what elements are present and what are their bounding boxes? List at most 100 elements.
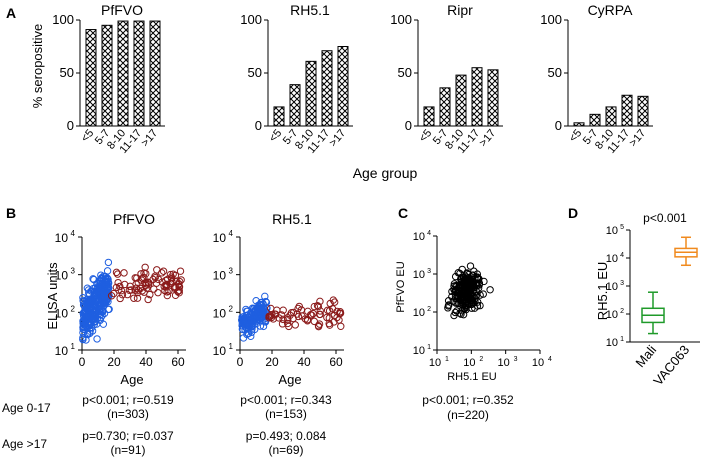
x-tick-label: 60	[329, 355, 343, 369]
x-tick-label: 10	[463, 357, 475, 369]
panel-b2-xlabel: Age	[278, 372, 301, 387]
x-tick-label: 0	[79, 355, 86, 369]
scatter-point	[261, 292, 269, 301]
y-tick-label: 10	[413, 231, 425, 243]
series-stat: p<0.001; r=0.519	[82, 393, 174, 407]
x-tick-label: 40	[297, 355, 311, 369]
y-tick-label: 50	[248, 65, 262, 80]
y-tick-label: 10	[55, 269, 69, 283]
scatter-point	[289, 308, 298, 317]
bar	[85, 29, 97, 127]
scatter-point	[450, 285, 458, 294]
series-n: (n=153)	[265, 407, 307, 421]
scatter-point	[469, 281, 478, 290]
panel-a-ylabel: % seropositive	[30, 24, 45, 109]
y-tick-label: 10	[413, 269, 425, 281]
scatter-point	[118, 291, 127, 299]
scatter-point	[261, 317, 269, 326]
bar	[133, 20, 145, 127]
scatter-point	[84, 286, 93, 294]
series-stat: p<0.001; r=0.343	[240, 393, 332, 407]
panel-c-stat: p<0.001; r=0.352	[422, 393, 514, 407]
scatter-point	[84, 300, 93, 308]
scatter-point	[473, 281, 481, 289]
y-tick-label: 10	[606, 253, 618, 265]
y-tick-label: 10	[213, 344, 227, 358]
y-tick-label: 10	[413, 307, 425, 319]
scatter-point	[85, 304, 93, 312]
scatter-point	[112, 268, 121, 277]
scatter-point	[466, 262, 475, 270]
y-tick-exponent: 4	[427, 230, 431, 237]
scatter-point	[278, 320, 287, 328]
x-tick-exponent: 2	[479, 356, 483, 363]
panel-label-d: D	[568, 205, 578, 221]
scatter-point	[462, 302, 470, 310]
scatter-point	[450, 282, 458, 290]
scatter-point	[120, 269, 128, 277]
bar	[605, 106, 617, 127]
scatter-point	[141, 281, 150, 290]
panel-c-n: (n=220)	[447, 408, 489, 422]
y-tick-exponent: 4	[71, 229, 76, 238]
bar	[321, 50, 333, 127]
x-tick-label: 60	[171, 355, 185, 369]
scatter-point	[337, 322, 345, 330]
y-tick-label: 50	[548, 65, 562, 80]
x-tick-label: <5	[267, 127, 284, 144]
y-tick-exponent: 2	[229, 304, 234, 313]
series-n: (n=69)	[268, 443, 303, 457]
scatter-point	[99, 272, 108, 281]
scatter-point	[476, 301, 484, 310]
scatter-point	[453, 307, 461, 315]
scatter-point	[464, 290, 473, 298]
y-tick-label: 100	[540, 12, 562, 27]
scatter-point	[238, 313, 246, 321]
scatter-point	[115, 286, 123, 294]
scatter-point	[86, 329, 94, 338]
scatter-point	[85, 309, 94, 317]
x-tick-label: <5	[79, 127, 96, 144]
scatter-point	[110, 289, 118, 298]
y-tick-label: 0	[255, 118, 262, 133]
bar	[637, 95, 649, 127]
scatter-point	[250, 325, 259, 334]
x-tick-label: >17	[327, 127, 348, 149]
scatter-point	[175, 277, 184, 286]
scatter-point	[336, 309, 344, 318]
scatter-point	[133, 274, 141, 282]
scatter-point	[457, 275, 466, 283]
scatter-point	[130, 294, 138, 302]
scatter-point	[247, 332, 255, 341]
scatter-point	[316, 297, 324, 306]
scatter-point	[83, 295, 91, 304]
scatter-point	[116, 282, 124, 291]
y-tick-exponent: 1	[71, 342, 76, 351]
scatter-point	[117, 286, 126, 295]
scatter-point	[101, 297, 109, 306]
scatter-point	[330, 298, 339, 306]
scatter-point	[323, 306, 332, 314]
scatter-point	[121, 280, 129, 289]
bar	[621, 94, 633, 127]
y-tick-exponent: 4	[620, 252, 624, 259]
x-tick-label: 20	[107, 355, 121, 369]
bar	[273, 106, 285, 127]
scatter-point	[144, 281, 153, 289]
panel-d-ylabel: RH5.1 EU	[595, 262, 610, 321]
series-n: (n=91)	[110, 443, 145, 457]
y-tick-exponent: 5	[620, 224, 624, 231]
series-stat: p=0.730; r=0.037	[82, 429, 174, 443]
x-tick-label: 10	[429, 357, 441, 369]
x-tick-label: 40	[139, 355, 153, 369]
y-tick-label: 0	[405, 118, 412, 133]
bar	[117, 20, 129, 127]
y-tick-exponent: 3	[71, 267, 76, 276]
scatter-point	[92, 301, 100, 310]
scatter-point	[123, 290, 132, 299]
y-tick-exponent: 2	[427, 306, 431, 313]
scatter-title: RH5.1	[272, 211, 312, 227]
scatter-point	[295, 302, 303, 311]
scatter-point	[445, 301, 453, 309]
